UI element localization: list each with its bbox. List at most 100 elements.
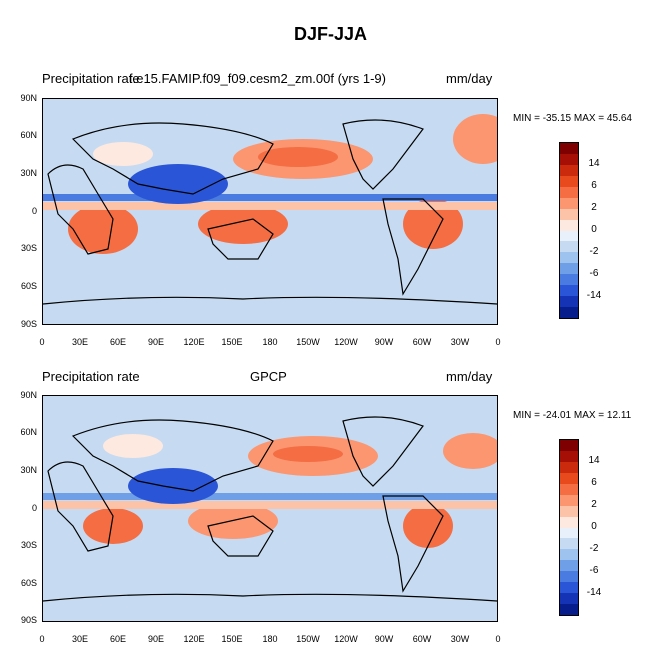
- panel2-lon-label: 120W: [334, 634, 358, 644]
- panel2-lon-label: 60W: [412, 634, 432, 644]
- colorbar-swatch: [560, 472, 578, 484]
- colorbar-swatch: [560, 549, 578, 561]
- panel2-lon-label: 60E: [109, 634, 126, 644]
- panel2-lon-label: 150E: [221, 634, 243, 644]
- panel1-lon-label: 180: [262, 337, 278, 347]
- panel1-lon-label: 150E: [221, 337, 243, 347]
- panel1-right-title: mm/day: [446, 71, 493, 86]
- panel2-map-svg: [43, 396, 497, 621]
- colorbar-swatch: [560, 186, 578, 198]
- colorbar-swatch: [560, 307, 578, 318]
- panel2-lon-label: 180: [262, 634, 278, 644]
- panel1-lat-label: 30N: [20, 168, 37, 178]
- panel1-lon-label: 150W: [296, 337, 320, 347]
- panel1-colorbar: [559, 142, 579, 319]
- colorbar-swatch: [560, 197, 578, 209]
- panel2-lon-label: 90E: [147, 634, 164, 644]
- colorbar-swatch: [560, 593, 578, 605]
- panel1-lat-label: 0: [31, 206, 37, 216]
- panel2-lon-label: 90W: [374, 634, 394, 644]
- panel2-map: [42, 395, 498, 622]
- panel2-left-title: Precipitation rate: [42, 369, 140, 384]
- colorbar-swatch: [560, 208, 578, 220]
- panel1-colorbar-label: 0: [591, 224, 597, 235]
- colorbar-swatch: [560, 527, 578, 539]
- figure-title: DJF-JJA: [293, 24, 368, 44]
- colorbar-swatch: [560, 263, 578, 275]
- colorbar-swatch: [560, 505, 578, 517]
- panel1-lat-label: 90S: [20, 319, 37, 329]
- colorbar-swatch: [560, 164, 578, 176]
- panel1-colorbar-label: -6: [589, 268, 599, 279]
- panel2-colorbar-label: -14: [586, 587, 602, 598]
- panel2-lat-label: 90S: [20, 615, 37, 625]
- colorbar-swatch: [560, 274, 578, 286]
- colorbar-swatch: [560, 175, 578, 187]
- colorbar-swatch: [560, 560, 578, 572]
- panel1-map-svg: [43, 99, 497, 324]
- panel2-right-title: mm/day: [446, 369, 493, 384]
- colorbar-swatch: [560, 219, 578, 231]
- panel2-lon-label: 0: [495, 634, 501, 644]
- colorbar-swatch: [560, 153, 578, 165]
- panel2-colorbar-label: 14: [588, 455, 600, 466]
- colorbar-swatch: [560, 440, 578, 451]
- panel2-lat-label: 30N: [20, 465, 37, 475]
- panel1-colorbar-label: 6: [591, 180, 597, 191]
- panel2-colorbar-label: 0: [591, 521, 597, 532]
- panel2-lon-label: 0: [39, 634, 45, 644]
- panel1-lon-label: 60E: [109, 337, 126, 347]
- panel2-lat-label: 60N: [20, 427, 37, 437]
- panel2-lat-label: 30S: [20, 540, 37, 550]
- colorbar-swatch: [560, 143, 578, 154]
- panel1-lon-label: 60W: [412, 337, 432, 347]
- colorbar-swatch: [560, 461, 578, 473]
- colorbar-swatch: [560, 230, 578, 242]
- colorbar-swatch: [560, 450, 578, 462]
- colorbar-swatch: [560, 516, 578, 528]
- colorbar-swatch: [560, 285, 578, 297]
- panel1-center-title: f.e15.FAMIP.f09_f09.cesm2_zm.00f (yrs 1-…: [129, 71, 386, 86]
- panel1-lon-label: 120E: [183, 337, 205, 347]
- panel2-lon-label: 30W: [450, 634, 470, 644]
- colorbar-swatch: [560, 582, 578, 594]
- panel1-lon-label: 0: [39, 337, 45, 347]
- colorbar-swatch: [560, 538, 578, 550]
- panel2-lon-label: 30E: [71, 634, 88, 644]
- panel1-lon-label: 30W: [450, 337, 470, 347]
- panel1-lat-label: 90N: [20, 93, 37, 103]
- panel1-colorbar-label: 14: [588, 158, 600, 169]
- panel2-center-title: GPCP: [250, 369, 287, 384]
- colorbar-swatch: [560, 241, 578, 253]
- colorbar-swatch: [560, 252, 578, 264]
- panel1-map: [42, 98, 498, 325]
- panel1-lat-label: 60N: [20, 130, 37, 140]
- panel1-lon-label: 30E: [71, 337, 88, 347]
- panel2-colorbar-label: 2: [591, 499, 597, 510]
- panel2-colorbar: [559, 439, 579, 616]
- panel1-lon-label: 90W: [374, 337, 394, 347]
- colorbar-swatch: [560, 571, 578, 583]
- panel2-lon-label: 150W: [296, 634, 320, 644]
- colorbar-swatch: [560, 604, 578, 615]
- panel2-colorbar-label: -2: [589, 543, 599, 554]
- panel1-lat-label: 60S: [20, 281, 37, 291]
- panel1-left-title: Precipitation rate: [42, 71, 140, 86]
- panel2-lat-label: 90N: [20, 390, 37, 400]
- panel1-colorbar-label: -2: [589, 246, 599, 257]
- colorbar-swatch: [560, 494, 578, 506]
- panel1-colorbar-label: -14: [586, 290, 602, 301]
- panel2-lat-label: 60S: [20, 578, 37, 588]
- panel2-colorbar-label: 6: [591, 477, 597, 488]
- panel1-lon-label: 90E: [147, 337, 164, 347]
- panel1-min-max: MIN = -35.15 MAX = 45.64: [513, 113, 632, 124]
- panel2-min-max: MIN = -24.01 MAX = 12.11: [513, 410, 632, 421]
- panel2-colorbar-label: -6: [589, 565, 599, 576]
- panel1-lon-label: 120W: [334, 337, 358, 347]
- panel2-lat-label: 0: [31, 503, 37, 513]
- panel2-lon-label: 120E: [183, 634, 205, 644]
- panel1-lat-label: 30S: [20, 243, 37, 253]
- colorbar-swatch: [560, 296, 578, 308]
- panel1-lon-label: 0: [495, 337, 501, 347]
- panel1-colorbar-label: 2: [591, 202, 597, 213]
